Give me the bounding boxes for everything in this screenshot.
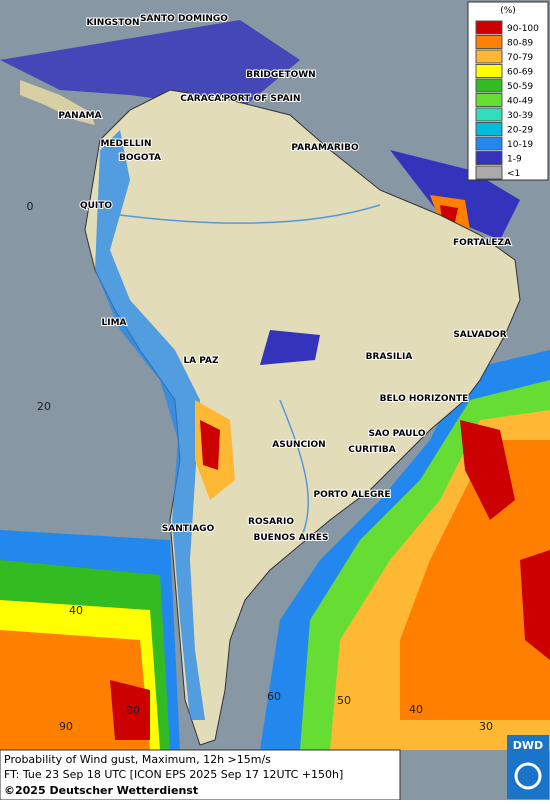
city-label: FORTALEZA (453, 238, 511, 248)
city-label: MEDELLIN (100, 139, 151, 149)
grid-label: 20 (37, 400, 51, 413)
legend-label: 60-69 (507, 68, 533, 78)
legend-title: (%) (500, 6, 516, 16)
footer-line: ©2025 Deutscher Wetterdienst (4, 784, 198, 797)
city-label: PORTO ALEGRE (313, 490, 390, 500)
legend-label: 30-39 (507, 111, 533, 121)
legend-swatch (475, 122, 503, 136)
field (95, 130, 205, 720)
river (119, 204, 381, 224)
city-label: PANAMA (58, 111, 101, 121)
legend-label: 80-89 (507, 39, 533, 49)
city-label: PARAMARIBO (291, 143, 359, 153)
legend: (%) 90-100 80-89 70-79 60-69 50-59 40-49 30-39… (467, 1, 549, 181)
field (400, 440, 550, 720)
grid-label: 90 (59, 720, 73, 733)
grid-label: 80 (126, 704, 140, 717)
legend-swatch (475, 107, 503, 122)
city-label: ROSARIO (248, 517, 294, 527)
legend-swatch (475, 20, 503, 35)
field (0, 20, 300, 110)
city-label: BUENOS AIRES (254, 533, 329, 543)
legend-label: 10-19 (507, 140, 533, 150)
legend-label: <1 (507, 169, 520, 179)
legend-label: 90-100 (507, 24, 539, 34)
legend-label: 50-59 (507, 82, 533, 92)
legend-swatch (475, 64, 503, 78)
field (520, 550, 550, 660)
grid-label: 40 (409, 703, 423, 716)
footer-box (0, 749, 401, 801)
city-label: KINGSTON (86, 18, 139, 28)
legend-label: 1-9 (507, 155, 522, 165)
legend-label: 40-49 (507, 97, 533, 107)
city-label: ASUNCION (272, 440, 325, 450)
city-label: SALVADOR (453, 330, 506, 340)
city-label: BOGOTA (119, 153, 161, 163)
legend-swatch (475, 151, 503, 165)
field (390, 150, 520, 240)
legend-swatch (475, 49, 503, 64)
city-label: BRASILIA (366, 352, 413, 362)
field (0, 630, 150, 750)
legend-swatch (475, 35, 503, 49)
city-label: PORT OF SPAIN (223, 94, 300, 104)
field (110, 680, 150, 740)
grid-label: 60 (267, 690, 281, 703)
field (260, 330, 320, 365)
legend-label: 20-29 (507, 126, 533, 136)
legend-swatch (475, 165, 503, 180)
city-label: BRIDGETOWN (246, 70, 315, 80)
city-label: SANTO DOMINGO (140, 14, 228, 24)
grid-label: 0 (27, 200, 34, 213)
field (460, 420, 515, 520)
legend-swatch (475, 136, 503, 151)
city-label: LA PAZ (183, 356, 219, 366)
city-label: CURITIBA (348, 445, 396, 455)
footer-line: FT: Tue 23 Sep 18 UTC [ICON EPS 2025 Sep… (4, 768, 343, 781)
city-label: SANTIAGO (162, 524, 215, 534)
land (20, 80, 95, 125)
city-label: LIMA (101, 318, 126, 328)
legend-swatch (475, 78, 503, 93)
river (279, 399, 310, 541)
legend-swatch (475, 93, 503, 107)
grid-label: 30 (479, 720, 493, 733)
city-label: BELO HORIZONTE (380, 394, 469, 404)
legend-label: 70-79 (507, 53, 533, 63)
logo-icon (514, 762, 542, 790)
city-label: CARACAS (180, 94, 228, 104)
logo-text: DWD (513, 739, 543, 752)
footer-line: Probability of Wind gust, Maximum, 12h >… (4, 753, 271, 766)
grid-label: 50 (337, 694, 351, 707)
city-label: SAO PAULO (368, 429, 425, 439)
city-label: QUITO (80, 201, 112, 211)
grid-label: 40 (69, 604, 83, 617)
labels: KINGSTON SANTO DOMINGOBRIDGETOWNCARACASPO… (27, 13, 513, 733)
field (200, 420, 220, 470)
